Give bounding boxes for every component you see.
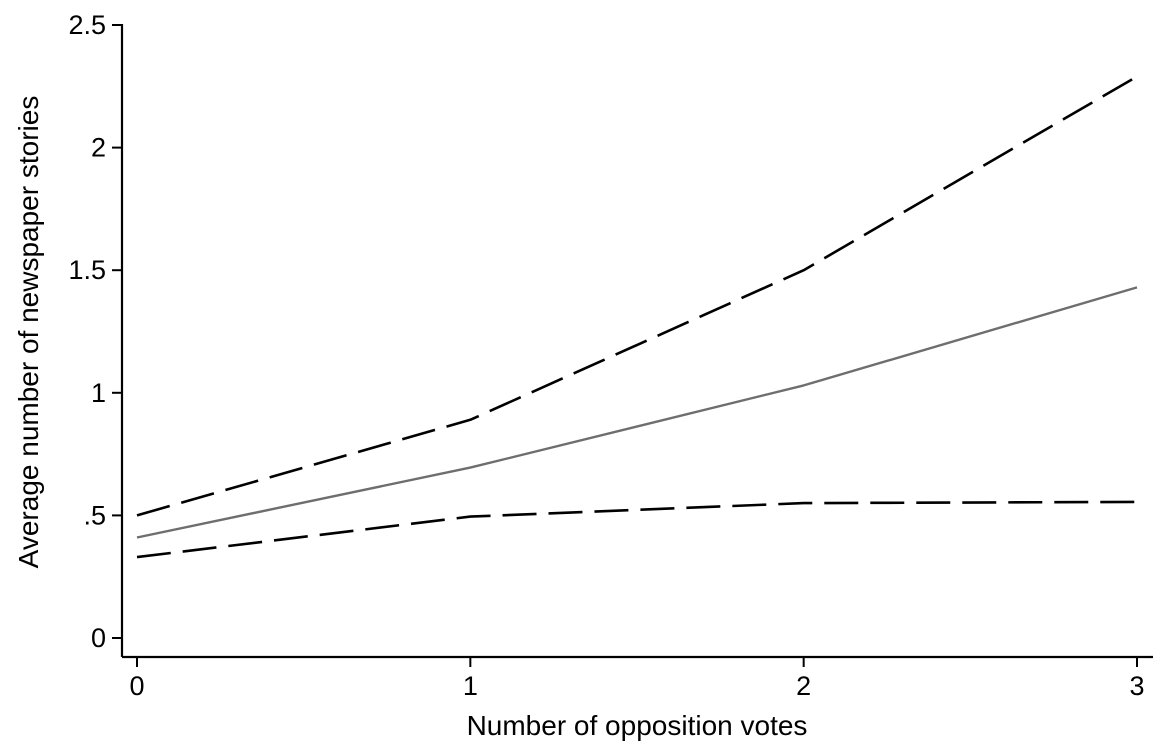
- y-tick-label: 2.5: [68, 10, 106, 40]
- x-tick-label: 1: [463, 671, 478, 701]
- x-tick-label: 0: [129, 671, 144, 701]
- series-line-lower-bound: [136, 500, 1138, 559]
- y-axis-title: Average number of newspaper stories: [13, 96, 44, 569]
- x-axis-title: Number of opposition votes: [467, 710, 808, 741]
- y-tick-label: .5: [83, 500, 106, 530]
- series-line-upper-bound: [136, 75, 1138, 517]
- series-layer: [136, 75, 1138, 559]
- plot-area: [136, 75, 1138, 559]
- x-tick-label: 2: [796, 671, 811, 701]
- y-tick-label: 2: [91, 133, 106, 163]
- y-tick-label: 0: [91, 623, 106, 653]
- series-line-estimate: [136, 286, 1138, 539]
- y-tick-label: 1: [91, 378, 106, 408]
- x-axis-ticks: 0 1 2 3: [129, 657, 1145, 701]
- y-tick-label: 1.5: [68, 255, 106, 285]
- y-axis-ticks: 0 .5 1 1.5 2 2.5: [68, 10, 122, 653]
- axes: 0 .5 1 1.5 2 2.5 0 1 2 3: [68, 10, 1153, 701]
- x-tick-label: 3: [1129, 671, 1144, 701]
